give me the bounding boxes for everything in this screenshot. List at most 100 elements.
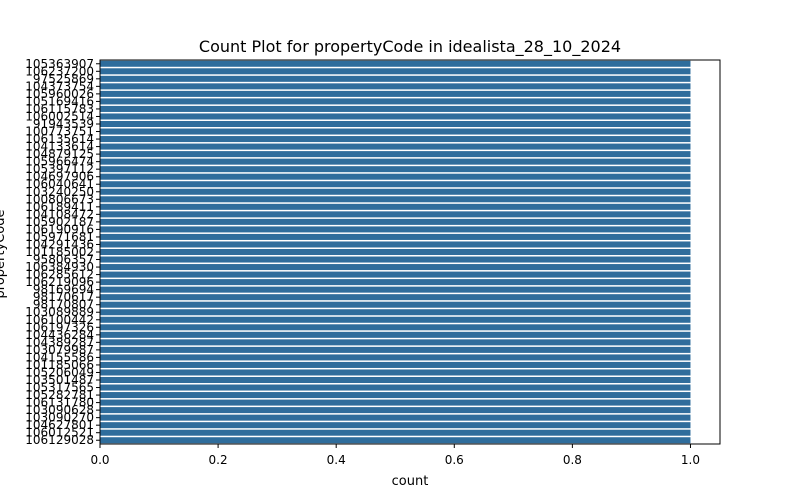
bar [100, 158, 691, 165]
bar [100, 136, 691, 143]
bar [100, 181, 691, 188]
y-tick-label: 105966474 [25, 155, 94, 169]
bar [100, 151, 691, 158]
y-tick-label: 104133614 [25, 140, 94, 154]
bar [100, 339, 691, 346]
bar [100, 143, 691, 150]
y-tick-label: 104436284 [25, 328, 94, 342]
y-tick-label: 106131780 [25, 396, 94, 410]
bar [100, 68, 691, 75]
bar [100, 422, 691, 429]
x-tick-label: 1.0 [681, 453, 700, 467]
bar [100, 437, 691, 444]
bar [100, 301, 691, 308]
bar [100, 98, 691, 105]
bars-group [100, 60, 691, 444]
y-tick-label: 106115783 [25, 102, 94, 116]
y-tick-label: 98170807 [33, 298, 94, 312]
y-tick-label: 100806673 [25, 192, 94, 206]
y-tick-label: 105902187 [25, 215, 94, 229]
y-tick-label: 103089889 [25, 305, 94, 319]
bar [100, 309, 691, 316]
bar [100, 392, 691, 399]
y-tick-label: 104291436 [25, 237, 94, 251]
bar [100, 233, 691, 240]
bar [100, 294, 691, 301]
y-tick-label: 105169416 [25, 94, 94, 108]
y-tick-label: 104373754 [25, 79, 94, 93]
y-tick-label: 106135614 [25, 132, 94, 146]
y-tick-label: 103079987 [25, 343, 94, 357]
bar [100, 264, 691, 271]
y-tick-label: 104155586 [25, 350, 94, 364]
bar [100, 203, 691, 210]
bar [100, 369, 691, 376]
bar [100, 354, 691, 361]
bar [100, 279, 691, 286]
y-tick-label: 105282781 [25, 388, 94, 402]
bar [100, 324, 691, 331]
y-tick-label: 98170617 [33, 290, 94, 304]
y-tick-label: 97525869 [33, 72, 94, 86]
bar [100, 271, 691, 278]
bar [100, 429, 691, 436]
y-tick-label: 104627801 [25, 418, 94, 432]
y-tick-label: 91943539 [33, 117, 94, 131]
y-tick-label: 105206049 [25, 365, 94, 379]
y-tick-label: 98169694 [33, 283, 94, 297]
y-tick-label: 95806357 [33, 253, 94, 267]
y-tick-label: 105363907 [25, 57, 94, 71]
x-tick-label: 0.0 [90, 453, 109, 467]
y-tick-label: 100773751 [25, 125, 94, 139]
bar [100, 226, 691, 233]
bar [100, 83, 691, 90]
y-tick-label: 106189411 [25, 200, 94, 214]
y-tick-label: 106197326 [25, 320, 94, 334]
bar [100, 414, 691, 421]
y-tick-label: 106002514 [25, 109, 94, 123]
bar [100, 173, 691, 180]
y-tick-label: 104108472 [25, 207, 94, 221]
bar [100, 166, 691, 173]
chart-title: Count Plot for propertyCode in idealista… [199, 37, 621, 57]
x-tick-label: 0.2 [209, 453, 228, 467]
y-tick-label: 103090270 [25, 411, 94, 425]
bar [100, 407, 691, 414]
bar [100, 196, 691, 203]
x-tick-label: 0.6 [445, 453, 464, 467]
bar [100, 399, 691, 406]
y-tick-label: 106237200 [25, 64, 94, 78]
x-ticks-group: 0.0 0.2 0.4 0.6 0.8 1.0 [90, 444, 700, 467]
y-tick-label: 103090628 [25, 403, 94, 417]
bar [100, 113, 691, 120]
x-axis-label: count [392, 474, 429, 489]
bar [100, 105, 691, 112]
y-tick-label: 104389287 [25, 335, 94, 349]
y-tick-label: 106040641 [25, 177, 94, 191]
bar [100, 241, 691, 248]
y-tick-label: 105317565 [25, 381, 94, 395]
y-tick-label: 103240250 [25, 185, 94, 199]
y-tick-label: 103501487 [25, 373, 94, 387]
bar [100, 75, 691, 82]
y-axis-label: propertyCode [0, 210, 8, 299]
bar [100, 346, 691, 353]
y-tick-label: 106384930 [25, 260, 94, 274]
bar [100, 218, 691, 225]
bar [100, 248, 691, 256]
bar [100, 256, 691, 263]
y-tick-label: 104879125 [25, 147, 94, 161]
y-tick-label: 101185002 [25, 245, 94, 259]
y-tick-label: 106100442 [25, 313, 94, 327]
y-tick-label: 106219096 [25, 275, 94, 289]
y-tick-label: 105971681 [25, 230, 94, 244]
bar [100, 361, 691, 368]
bar [100, 376, 691, 384]
bar [100, 384, 691, 391]
bar [100, 188, 691, 195]
bar [100, 211, 691, 218]
x-tick-label: 0.8 [563, 453, 582, 467]
bar [100, 60, 691, 67]
